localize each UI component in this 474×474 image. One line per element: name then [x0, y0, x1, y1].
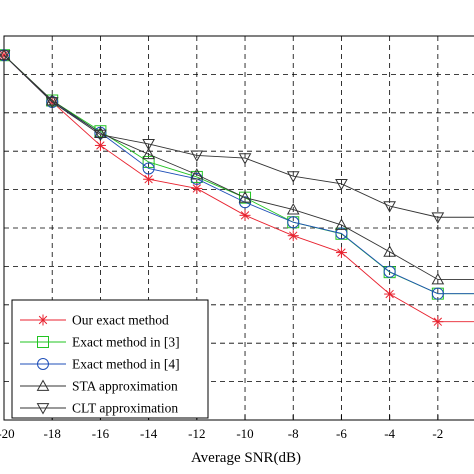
data-point [383, 245, 396, 257]
data-point [431, 272, 445, 285]
series-group [0, 48, 474, 328]
data-point [431, 212, 445, 224]
data-point [239, 209, 251, 221]
legend-item: Exact method in [3] [20, 335, 180, 350]
data-point [287, 216, 300, 229]
data-point [431, 287, 444, 300]
legend-label: Exact method in [4] [72, 357, 180, 372]
x-tick-label: -6 [336, 426, 347, 441]
data-point [335, 247, 347, 259]
data-point [286, 171, 300, 183]
series-2 [0, 49, 474, 300]
x-tick-label: -14 [140, 426, 158, 441]
legend-item: CLT approximation [20, 401, 178, 416]
data-point [335, 227, 348, 240]
legend-item: Exact method in [4] [20, 357, 180, 372]
series-line [3, 54, 474, 280]
plot-frame [3, 35, 474, 421]
x-tick-label: -18 [44, 426, 61, 441]
x-tick-label: -20 [0, 426, 15, 441]
data-point [142, 147, 155, 160]
data-point [94, 139, 106, 151]
data-point [384, 288, 396, 300]
data-point [36, 379, 50, 391]
data-point [238, 153, 252, 165]
series-line [3, 54, 474, 295]
data-point-stroke [0, 50, 9, 60]
series-line [3, 54, 474, 295]
x-tick-label: -2 [432, 426, 443, 441]
data-point [142, 162, 155, 175]
data-point [142, 155, 155, 168]
data-point [94, 129, 107, 142]
data-point [286, 203, 300, 215]
data-point-stroke [337, 248, 346, 257]
x-tick-label: -10 [236, 426, 253, 441]
data-point [0, 48, 11, 61]
data-point [287, 230, 299, 242]
data-point-stroke [96, 141, 105, 150]
legend-item: Our exact method [20, 313, 169, 328]
data-point-stroke [144, 175, 153, 184]
x-tick-label: -12 [188, 426, 205, 441]
data-point [45, 97, 59, 109]
data-point-stroke [385, 289, 394, 299]
x-tick-label: -16 [92, 426, 110, 441]
data-point [383, 201, 396, 213]
data-point-stroke [192, 184, 202, 193]
data-point [335, 178, 348, 191]
legend-label: Exact method in [3] [72, 335, 180, 350]
legend-item: STA approximation [20, 379, 178, 394]
data-point [383, 265, 396, 278]
series-line [3, 54, 474, 323]
x-axis-ticks: -20 -18 -16 -14 -12 -10 -8 -6 -4 -2 [0, 415, 443, 441]
data-point [432, 316, 444, 328]
data-point [0, 50, 11, 62]
x-axis-label: Average SNR(dB) [191, 450, 301, 466]
series-line [3, 54, 474, 218]
data-point [190, 150, 204, 162]
data-point-stroke [38, 315, 48, 325]
x-tick-label: -4 [384, 426, 395, 441]
data-point [37, 314, 49, 326]
data-point-stroke [240, 211, 250, 220]
data-point [143, 173, 155, 185]
data-point [37, 358, 49, 370]
series-1 [0, 49, 474, 328]
data-point [190, 168, 204, 180]
data-point [238, 191, 252, 203]
data-point [36, 403, 50, 415]
series-4 [0, 48, 474, 285]
series-5 [0, 50, 474, 224]
data-point [37, 336, 49, 348]
legend-label: Our exact method [72, 313, 169, 328]
data-point-stroke [433, 317, 443, 326]
legend: Our exact method Exact method in [3] Exact… [11, 299, 209, 419]
data-point-stroke [289, 231, 298, 240]
data-point [335, 218, 348, 230]
x-tick-label: -8 [288, 426, 299, 441]
legend-label: CLT approximation [72, 401, 178, 416]
legend-label: STA approximation [72, 379, 178, 394]
data-point [142, 139, 155, 151]
series-3 [0, 49, 474, 300]
